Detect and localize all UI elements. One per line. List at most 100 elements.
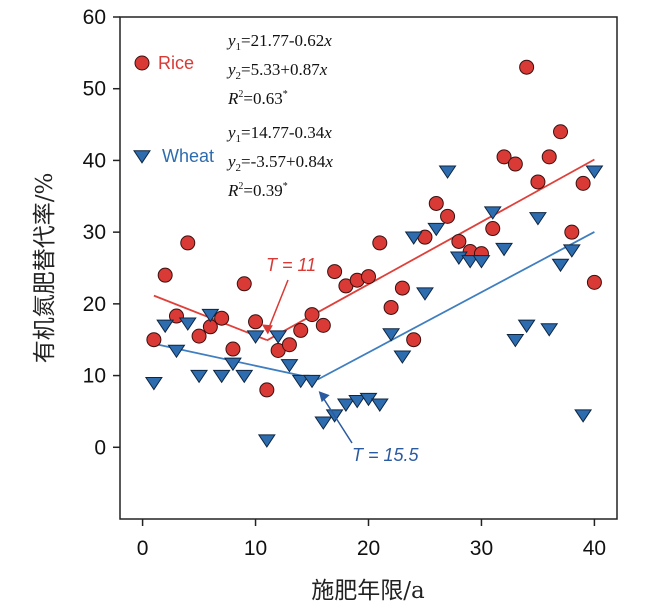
wheat-equation: R2=0.39* (227, 181, 288, 200)
wheat-fit-line (317, 231, 595, 381)
wheat-point (201, 308, 220, 323)
rice-point (236, 276, 252, 292)
rice-point (394, 280, 410, 296)
rice-point (191, 328, 207, 344)
wheat-point (404, 231, 423, 245)
rice-point (327, 264, 343, 280)
wheat-equation: y2=-3.57+0.84x (226, 152, 333, 174)
wheat-legend-marker (133, 150, 151, 164)
wheat-point (190, 369, 209, 384)
wheat-point (167, 344, 186, 359)
x-tick-label: 20 (357, 537, 380, 560)
rice-equation: y1=21.77-0.62x (226, 31, 332, 53)
wheat-point (382, 328, 401, 342)
wheat-point (438, 165, 457, 179)
rice-point (451, 233, 467, 249)
rice-point (564, 224, 580, 240)
rice-point (372, 235, 388, 251)
wheat-point (528, 212, 547, 226)
wheat-point (144, 377, 163, 391)
wheat-equation: y1=14.77-0.34x (226, 123, 332, 145)
wheat-breakpoint-label: T = 15.5 (352, 445, 420, 465)
wheat-point (461, 255, 480, 269)
wheat-point (449, 251, 468, 265)
wheat-point (269, 330, 288, 344)
wheat-point (336, 398, 355, 412)
rice-point (440, 208, 456, 224)
wheat-point (551, 258, 570, 273)
rice-fit-line (266, 158, 595, 342)
wheat-point (472, 255, 491, 269)
rice-point (361, 269, 376, 285)
wheat-point (348, 394, 367, 409)
rice-point (519, 59, 535, 75)
wheat-point (280, 359, 299, 373)
x-tick-label: 10 (244, 537, 267, 560)
y-tick-label: 40 (83, 149, 106, 172)
wheat-point (224, 357, 242, 372)
rice-point (383, 299, 399, 315)
rice-point (507, 156, 523, 172)
rice-point (428, 195, 444, 211)
wheat-point (246, 330, 265, 344)
y-tick-label: 20 (83, 293, 106, 316)
wheat-point (257, 434, 276, 448)
rice-point (575, 175, 591, 191)
x-tick-label: 40 (583, 537, 606, 560)
wheat-point (178, 317, 197, 331)
y-axis-title: 有机氮肥替代率/% (32, 173, 58, 364)
axis-ticks: 0 10 20 30 40 0 10 20 30 40 50 60 (83, 6, 606, 560)
wheat-point (393, 350, 412, 364)
rice-point (496, 149, 512, 165)
wheat-point (506, 334, 525, 348)
rice-point (225, 341, 241, 357)
rice-point (293, 322, 309, 338)
rice-point (157, 267, 173, 283)
wheat-point (574, 409, 593, 423)
plot-frame (119, 16, 618, 520)
rice-point (315, 317, 331, 333)
wheat-point (416, 287, 434, 301)
rice-point (586, 274, 602, 290)
fit-lines (153, 158, 595, 381)
x-tick-label: 0 (137, 537, 149, 560)
rice-point (530, 174, 546, 190)
y-tick-label: 60 (83, 6, 106, 29)
rice-equation: y2=5.33+0.87x (226, 60, 328, 82)
wheat-point (156, 319, 175, 334)
y-tick-label: 0 (94, 436, 106, 459)
rice-point (259, 382, 275, 398)
wheat-point (495, 242, 513, 257)
wheat-point (427, 222, 446, 237)
rice-breakpoint-arrow (267, 279, 289, 331)
rice-point (180, 235, 196, 251)
wheat-point (585, 165, 604, 179)
rice-point (485, 221, 501, 237)
wheat-breakpoint-arrow (322, 396, 353, 444)
rice-legend-label: Rice (158, 53, 194, 73)
rice-legend-marker (134, 55, 150, 71)
wheat-point (291, 374, 310, 389)
rice-point (168, 308, 184, 324)
rice-breakpoint-label: T = 11 (266, 255, 316, 275)
annotations: Rice y1=21.77-0.62x y2=5.33+0.87x R2=0.63* W… (133, 31, 420, 465)
wheat-point (517, 319, 536, 334)
y-tick-label: 30 (83, 221, 106, 244)
rice-point (214, 310, 230, 326)
wheat-legend-label: Wheat (162, 146, 214, 166)
wheat-point (483, 206, 502, 220)
wheat-point (540, 323, 559, 337)
rice-point (304, 307, 320, 323)
wheat-point (562, 244, 581, 258)
data-markers (144, 59, 604, 448)
rice-breakpoint-arrowhead (261, 324, 273, 335)
rice-point (406, 332, 422, 348)
x-axis-title: 施肥年限/a (311, 578, 425, 604)
rice-point (281, 337, 297, 353)
wheat-point (303, 374, 321, 389)
y-tick-label: 10 (83, 365, 106, 388)
wheat-point (212, 369, 231, 384)
wheat-point (235, 369, 254, 384)
wheat-breakpoint-arrowhead (318, 391, 330, 403)
